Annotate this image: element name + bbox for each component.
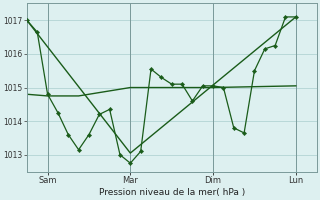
X-axis label: Pression niveau de la mer( hPa ): Pression niveau de la mer( hPa ) <box>99 188 245 197</box>
